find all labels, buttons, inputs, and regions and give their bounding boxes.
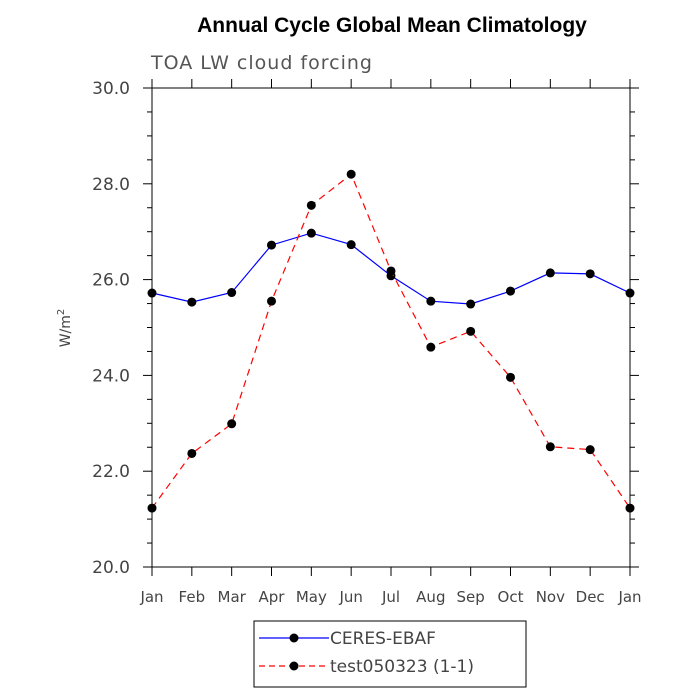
legend-label-ceres: CERES-EBAF [330,629,436,649]
data-point-ceres [267,240,276,250]
data-point-test [426,342,436,352]
legend: CERES-EBAF test050323 (1-1) [253,620,527,688]
x-tick-label: Apr [259,588,286,606]
legend-marker-ceres [289,633,299,643]
x-tick-label: Jun [338,588,362,606]
y-axis-label: W/m2 [56,309,74,348]
data-point-ceres [187,297,197,307]
data-point-test [386,266,396,276]
legend-box [253,620,527,688]
x-tick-label: Jan [617,588,641,606]
y-tick-labels: 20.0 22.0 24.0 26.0 28.0 30.0 [92,79,130,578]
y-tick-label: 24.0 [92,366,130,386]
x-tick-label: Feb [179,588,206,606]
data-point-ceres [426,296,436,306]
data-point-ceres [346,240,356,250]
x-tick-label: Aug [416,588,445,606]
data-point-test [187,448,197,458]
data-point-test [506,372,515,382]
data-series [147,169,635,513]
data-point-test [585,445,595,455]
chart-subtitle: TOA LW cloud forcing [150,52,373,74]
legend-marker-test [289,661,299,671]
x-tick-label: Dec [576,588,605,606]
legend-label-test: test050323 (1-1) [330,657,474,677]
data-point-ceres [506,286,515,296]
data-point-ceres [306,228,316,238]
y-tick-label: 30.0 [92,79,130,99]
x-tick-label: Jul [381,588,400,606]
data-point-ceres [625,288,635,298]
data-point-ceres [227,288,237,298]
x-tick-label: May [296,588,327,606]
plot-axes [143,79,639,576]
x-tick-label: Jan [139,588,163,606]
y-tick-label: 28.0 [92,175,130,195]
x-tick-label: Sep [457,588,485,606]
data-point-test [545,442,555,452]
y-axis-label-base: W/m [58,315,74,347]
y-axis-label-superscript: 2 [56,309,67,315]
x-tick-labels: Jan Feb Mar Apr May Jun Jul Aug Sep Oct Nov Dec Jan [139,588,641,606]
data-point-test [346,169,356,179]
data-point-test [147,503,157,513]
data-point-ceres [466,299,476,309]
x-tick-label: Oct [498,588,524,606]
data-point-test [466,326,476,336]
y-tick-label: 20.0 [92,558,130,578]
data-point-test [625,503,635,513]
plot-frame [151,87,631,568]
data-point-test [227,419,237,429]
x-tick-label: Nov [536,588,565,606]
chart-title: Annual Cycle Global Mean Climatology [197,14,587,37]
y-tick-label: 26.0 [92,271,130,291]
data-point-ceres [147,288,157,298]
data-point-test [306,200,316,210]
x-tick-label: Mar [218,588,247,606]
data-point-ceres [545,268,555,278]
y-tick-label: 22.0 [92,462,130,482]
series-line-test [151,173,631,509]
data-point-test [267,296,276,306]
data-point-ceres [585,269,595,279]
